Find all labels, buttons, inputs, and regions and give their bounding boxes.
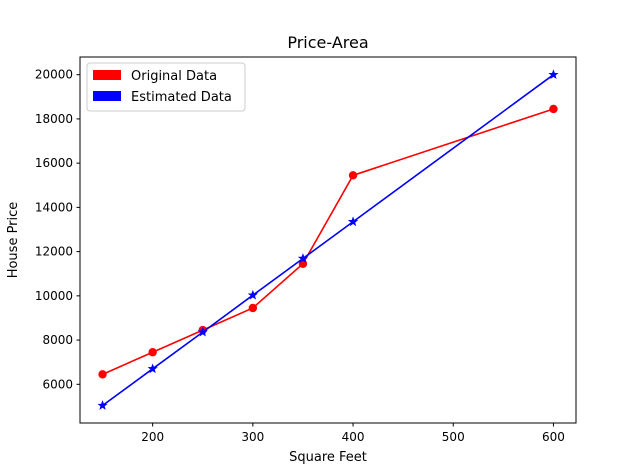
data-point-estimated-data xyxy=(197,326,208,337)
y-axis: 6000 8000 10000 12000 14000 16000 18000 20000 xyxy=(35,68,80,391)
data-point-original-data xyxy=(98,370,107,379)
x-tick-label: 300 xyxy=(241,430,264,444)
data-point-estimated-data xyxy=(548,69,559,80)
series-line-original-data xyxy=(102,108,554,376)
y-tick-label: 14000 xyxy=(35,200,73,214)
legend-label-original: Original Data xyxy=(131,69,217,84)
legend-swatch-original xyxy=(93,70,121,80)
data-point-original-data xyxy=(248,303,258,313)
x-tick-label: 500 xyxy=(442,430,465,444)
legend: Original Data Estimated Data xyxy=(86,62,246,112)
data-point-estimated-data xyxy=(347,216,359,227)
data-point-estimated-data xyxy=(297,253,309,263)
y-tick-label: 12000 xyxy=(35,245,73,259)
y-axis-label: House Price xyxy=(6,202,21,279)
y-tick-label: 20000 xyxy=(35,68,73,82)
y-tick-label: 6000 xyxy=(42,377,73,391)
y-tick-label: 10000 xyxy=(35,289,73,303)
data-point-estimated-data xyxy=(147,363,158,374)
plot-series xyxy=(97,69,559,410)
data-point-original-data xyxy=(549,104,558,114)
y-tick-label: 18000 xyxy=(35,112,73,126)
y-tick-label: 16000 xyxy=(35,156,73,170)
x-axis: 200 300 400 500 600 xyxy=(141,423,565,444)
plot-frame xyxy=(79,56,577,424)
data-point-estimated-data xyxy=(247,289,258,300)
data-point-original-data xyxy=(148,348,157,357)
chart-title: Price-Area xyxy=(287,33,368,52)
data-point-estimated-data xyxy=(97,400,108,410)
x-axis-label: Square Feet xyxy=(289,450,367,465)
legend-swatch-estimated xyxy=(93,91,121,101)
series-line-estimated-data xyxy=(102,74,554,407)
data-point-original-data xyxy=(348,171,358,180)
legend-box xyxy=(86,62,246,112)
y-tick-label: 8000 xyxy=(42,333,73,347)
x-tick-label: 600 xyxy=(542,430,565,444)
x-tick-label: 200 xyxy=(141,430,164,444)
legend-label-estimated: Estimated Data xyxy=(131,90,232,105)
x-tick-label: 400 xyxy=(342,430,365,444)
